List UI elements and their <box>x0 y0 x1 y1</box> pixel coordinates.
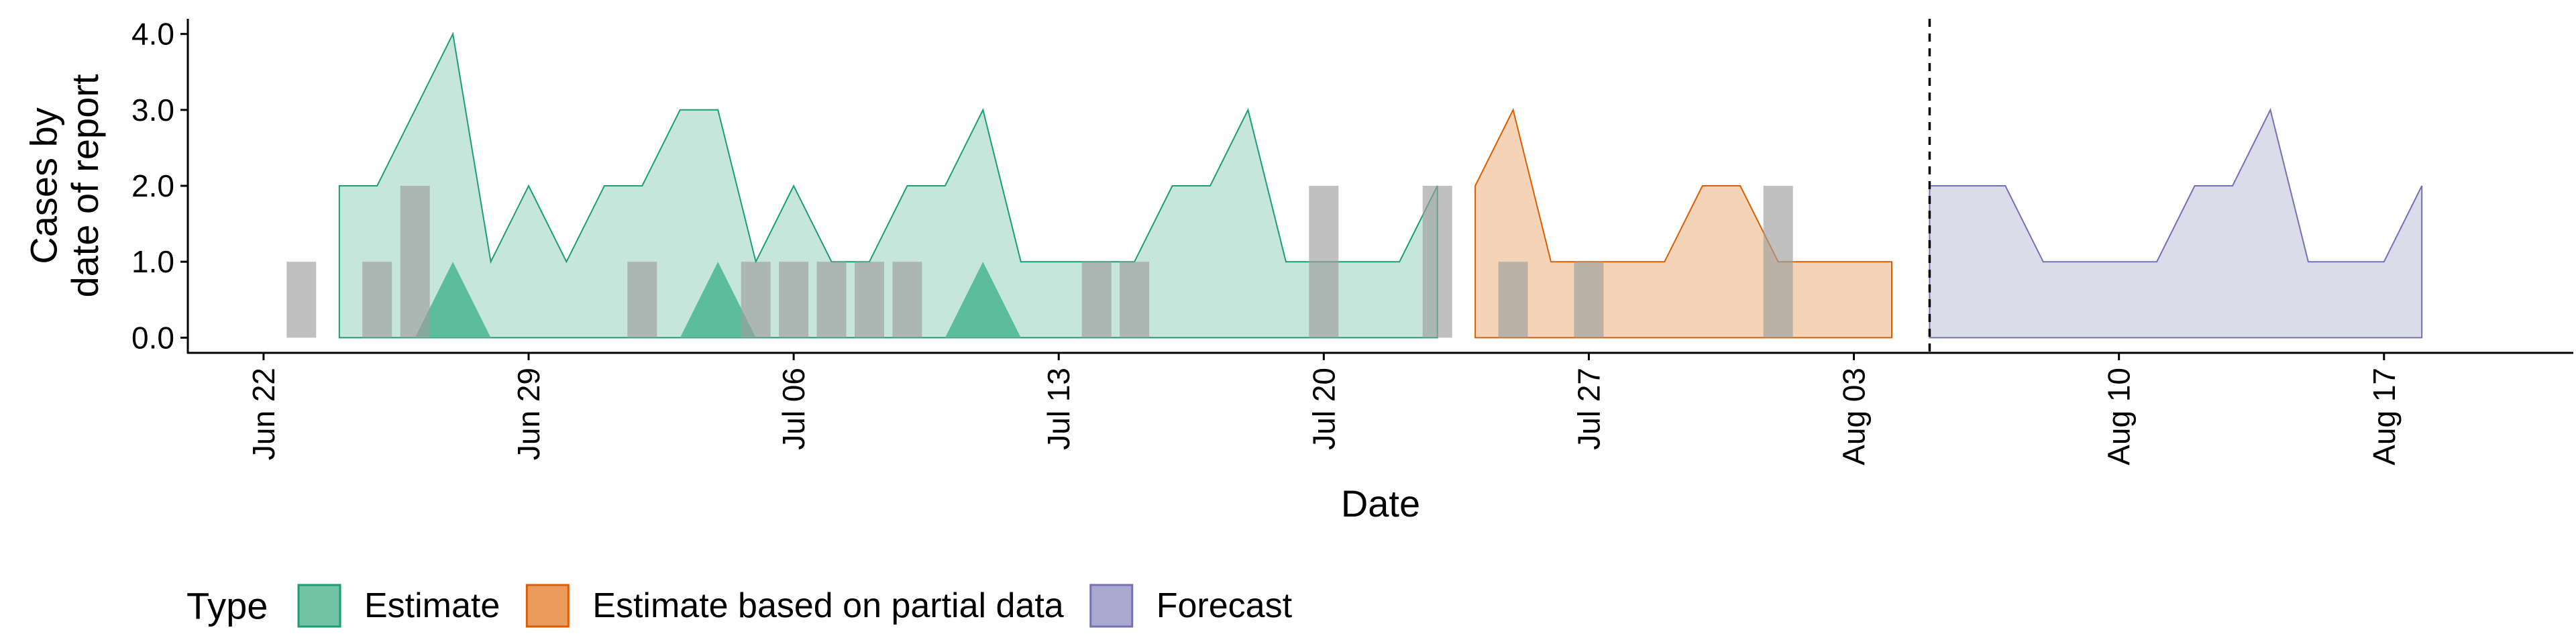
legend: Type Estimate Estimate based on partial da… <box>186 584 1293 628</box>
x-tick-label: Aug 03 <box>1837 368 1872 466</box>
estimate-legend-key <box>297 584 341 628</box>
x-tick-label: Jul 20 <box>1306 368 1341 450</box>
estimate-ribbon <box>338 32 1438 339</box>
reported-case-bar <box>1309 186 1339 338</box>
reported-case-bar <box>779 262 809 338</box>
reported-case-bar <box>741 262 771 338</box>
reported-case-bar <box>1498 262 1528 338</box>
reported-case-bar <box>816 262 847 338</box>
reported-case-bar <box>627 262 657 338</box>
axes: 0.0 1.0 2.0 3.0 4.0 Jun 22 Jun 29 Jul 06 Jul 13 J… <box>22 17 2573 525</box>
y-tick-label: 4.0 <box>131 17 174 52</box>
x-tick-label: Jul 13 <box>1041 368 1076 450</box>
estimate-legend-label: Estimate <box>364 586 500 625</box>
x-tick-label: Jul 27 <box>1571 368 1606 450</box>
estimate-inner-ribbon <box>339 262 1438 338</box>
x-tick-label: Aug 10 <box>2102 368 2137 466</box>
y-tick-label: 1.0 <box>131 244 174 279</box>
forecast-legend-key <box>1089 584 1134 628</box>
reported-case-bar <box>362 262 392 338</box>
y-tick-label: 3.0 <box>131 93 174 127</box>
legend-title: Type <box>186 585 268 627</box>
forecast-ribbon <box>1929 107 2423 339</box>
y-axis-title-line: date of report <box>64 74 106 298</box>
reported-case-bar <box>1081 262 1112 338</box>
x-tick-label: Jul 06 <box>776 368 811 450</box>
reported-bars <box>286 186 1793 338</box>
reported-case-bar <box>1422 186 1452 338</box>
reported-case-bar <box>855 262 884 338</box>
reported-case-bar <box>1763 186 1793 338</box>
reported-case-bar <box>1120 262 1150 338</box>
estimate-based-on-partial-data-legend-label: Estimate based on partial data <box>592 586 1064 625</box>
reported-case-bar <box>400 186 430 338</box>
y-tick-label: 0.0 <box>131 320 174 355</box>
x-axis-title: Date <box>1341 482 1420 525</box>
estimate-based-on-partial-data-ribbon <box>1474 107 1892 339</box>
y-axis-title: Cases bydate of report <box>22 74 106 298</box>
x-tick-label: Jun 29 <box>511 368 546 460</box>
reported-case-bar <box>892 262 922 338</box>
reported-case-bar <box>1574 262 1604 338</box>
x-tick-label: Jun 22 <box>246 368 281 460</box>
reported-case-bar <box>286 262 317 338</box>
forecast-legend-label: Forecast <box>1157 586 1293 625</box>
x-tick-label: Aug 17 <box>2367 368 2402 466</box>
y-tick-label: 2.0 <box>131 168 174 203</box>
estimate-based-on-partial-data-legend-key <box>525 584 570 628</box>
y-axis-title-line: Cases by <box>22 107 64 264</box>
